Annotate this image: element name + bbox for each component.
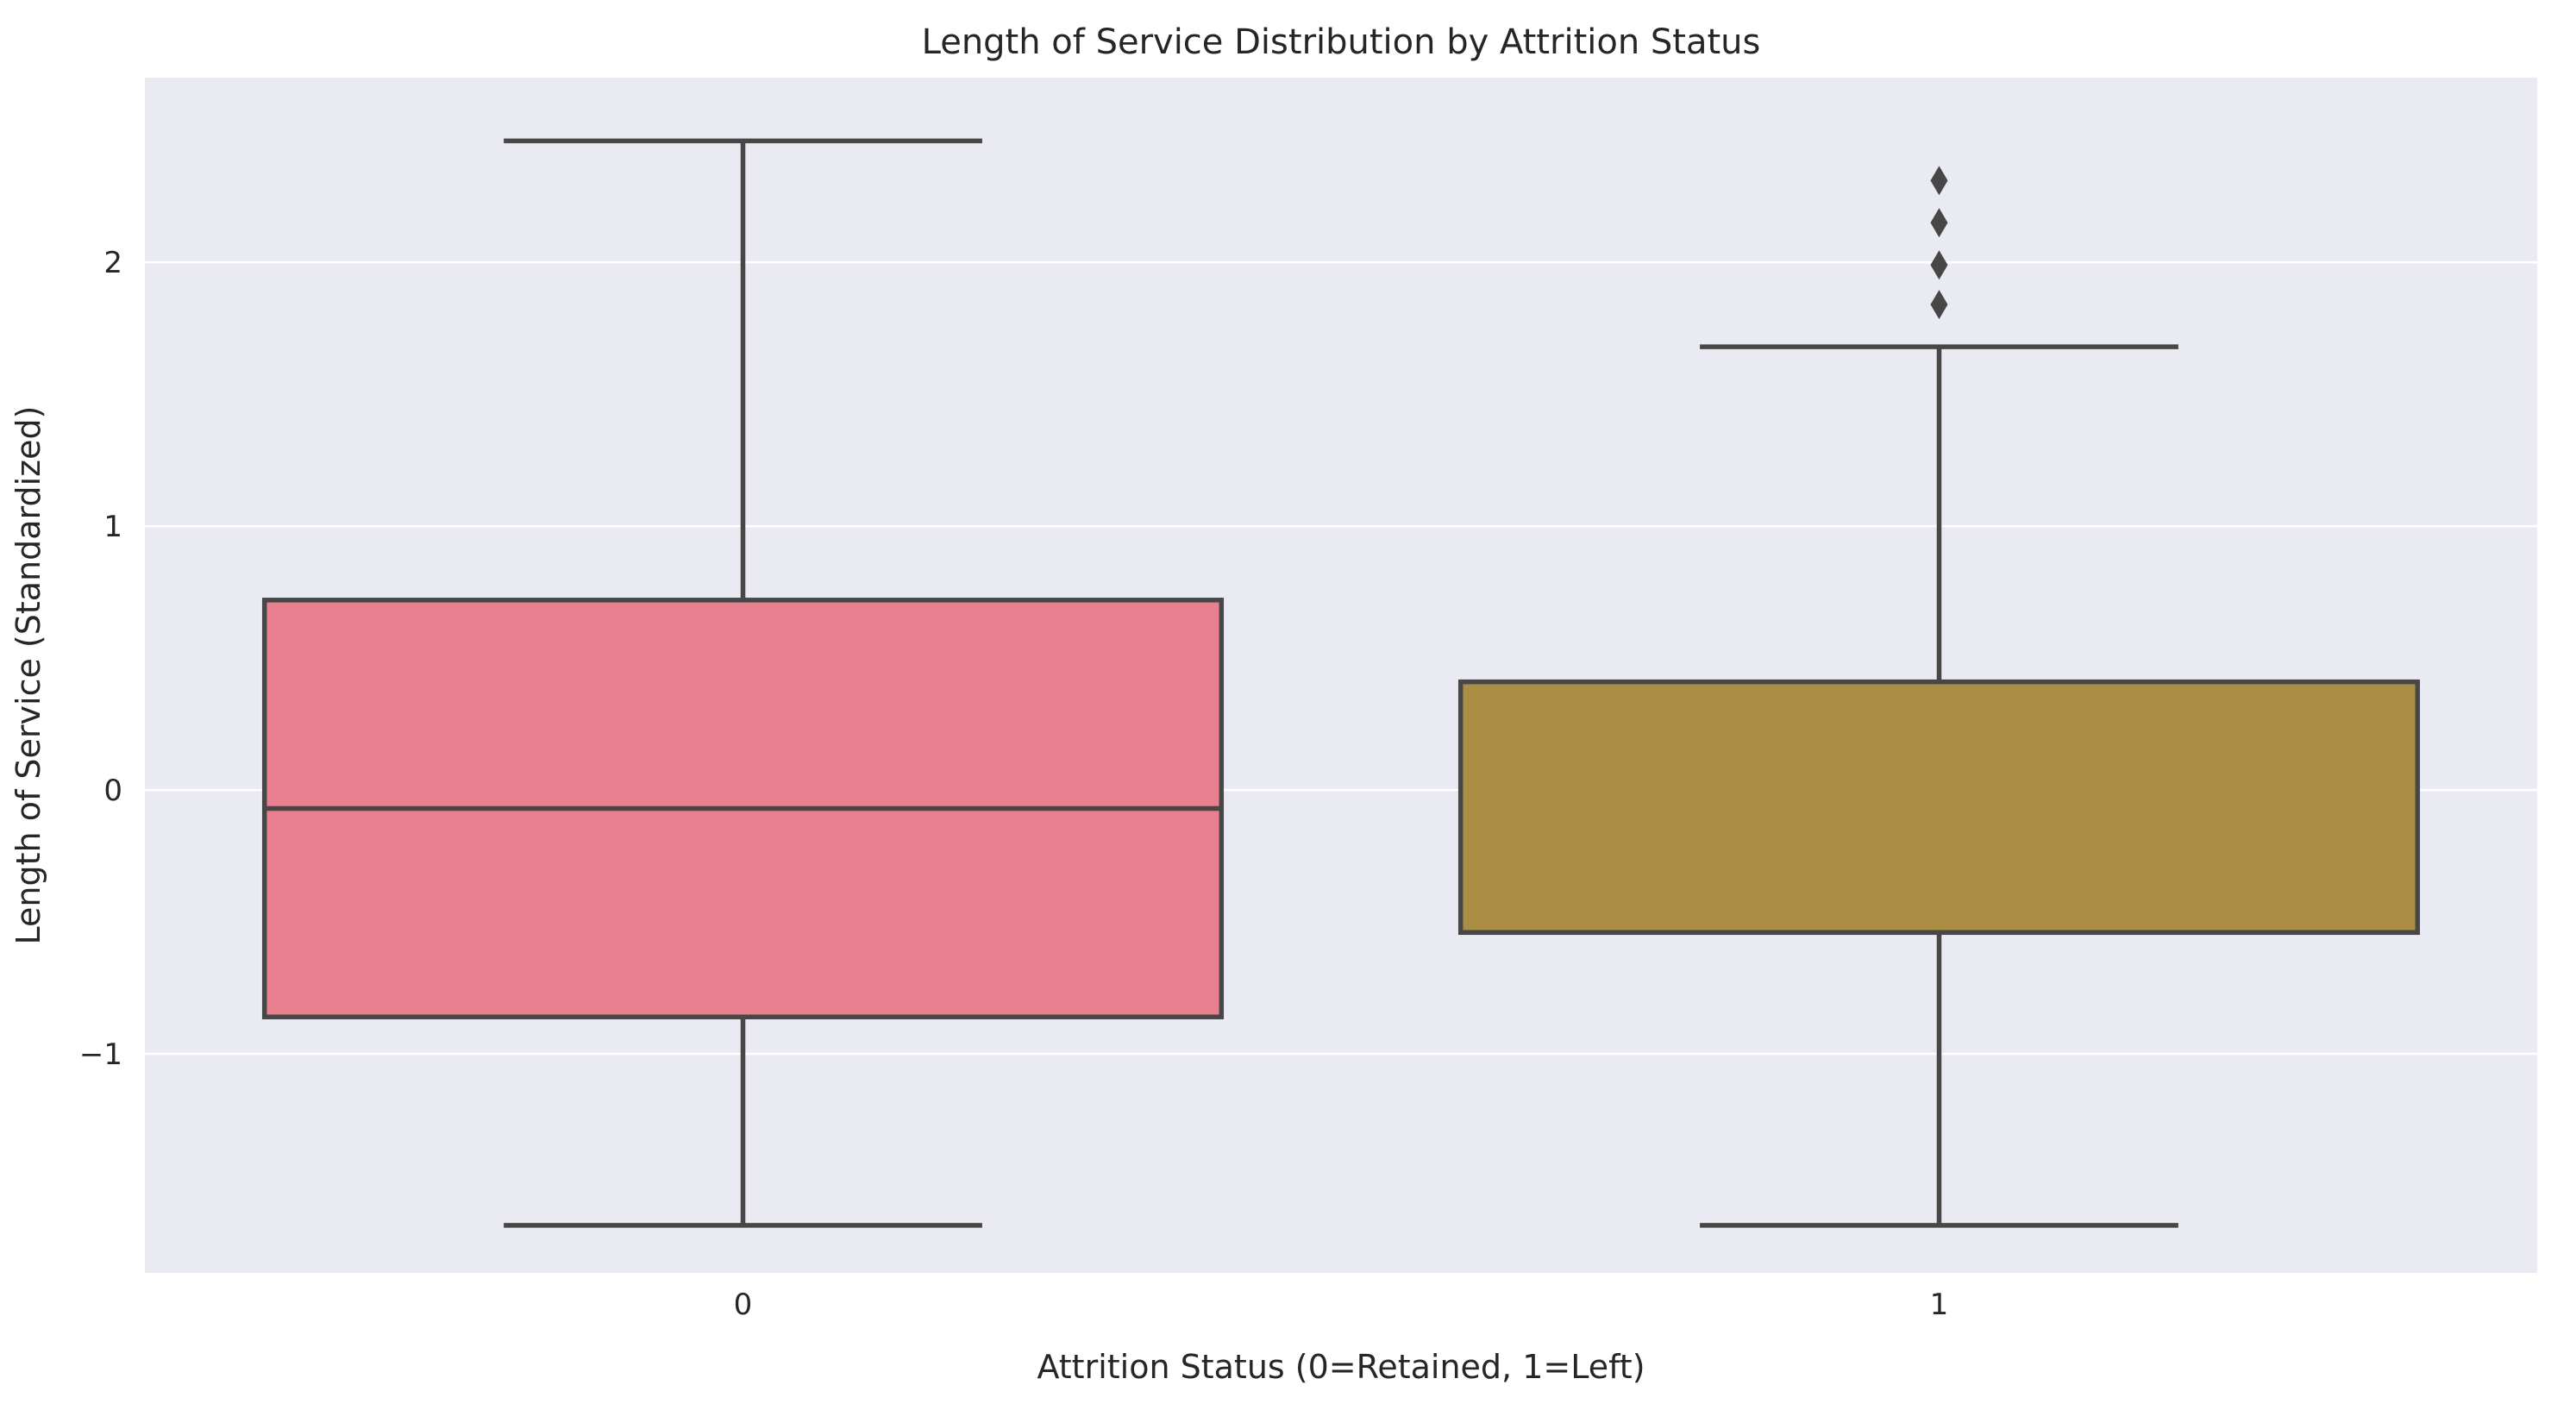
x-tick-label: 1 [1930,1288,1949,1322]
outlier-point [1930,208,1948,238]
y-axis-label: Length of Service (Standardized) [9,406,47,945]
outlier-point [1930,166,1948,196]
x-tick-label: 0 [734,1288,753,1322]
box-0 [261,138,1225,1228]
box-1 [1457,166,2421,1228]
x-axis-label: Attrition Status (0=Retained, 1=Left) [1037,1348,1645,1386]
iqr-box [1457,679,2421,936]
y-tick-label: 1 [103,510,122,544]
y-tick-label: 2 [103,246,122,280]
outlier-point [1930,290,1948,320]
y-tick-label: 0 [103,774,122,808]
y-tick-labels: −1 0 1 2 [79,246,122,1072]
y-tick-label: −1 [79,1037,122,1072]
chart-title: Length of Service Distribution by Attrit… [922,22,1761,62]
outlier-point [1930,250,1948,280]
boxes [261,138,2421,1228]
